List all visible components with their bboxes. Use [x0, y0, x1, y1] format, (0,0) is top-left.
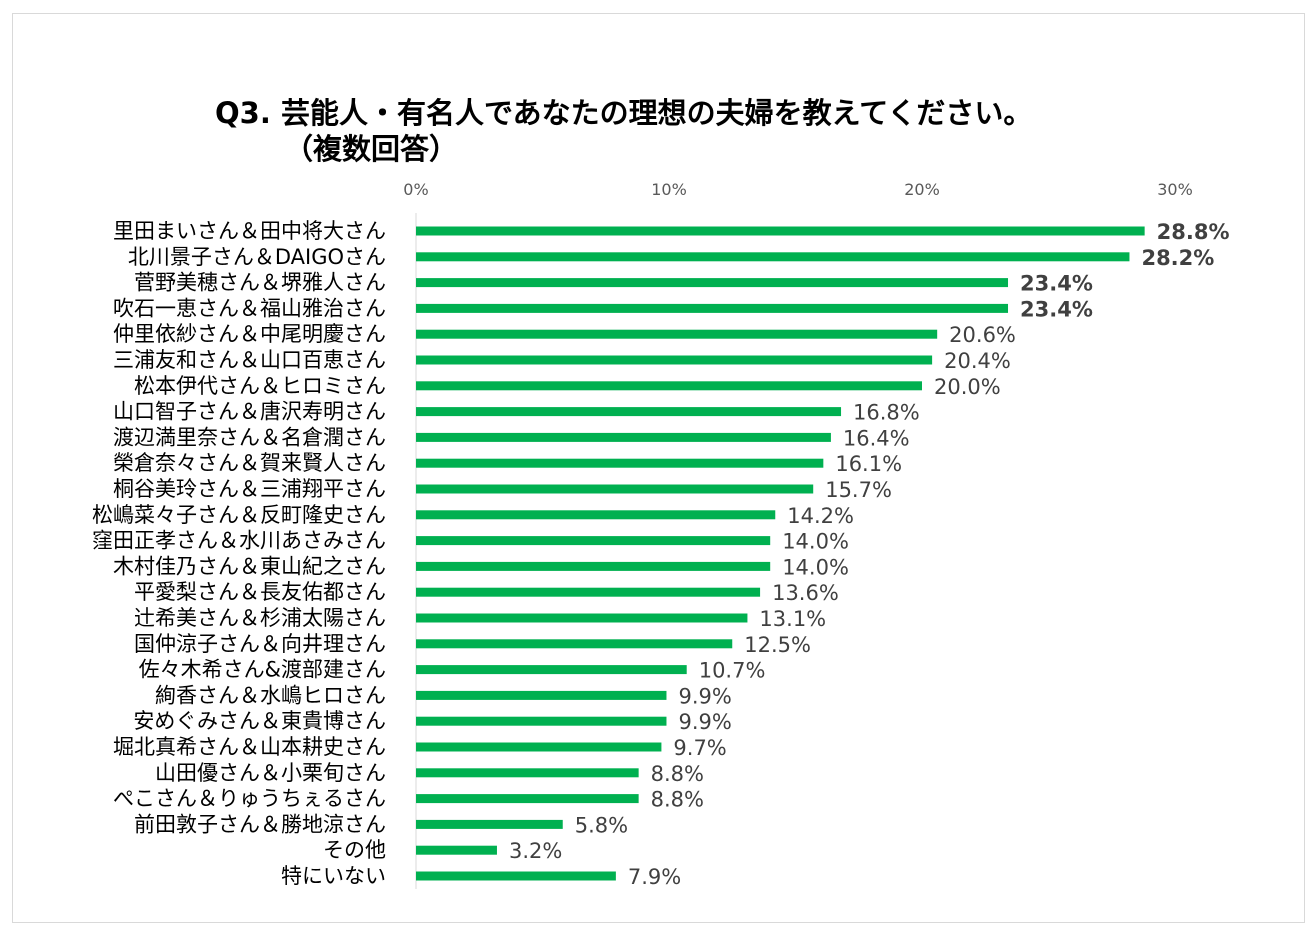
- bar: [416, 536, 771, 546]
- category-label: 国仲涼子さん＆向井理さん: [134, 632, 386, 656]
- data-label: 14.0%: [782, 530, 849, 554]
- data-label: 9.9%: [678, 710, 731, 734]
- data-label: 16.4%: [843, 426, 910, 450]
- bar: [416, 329, 938, 339]
- data-label: 13.1%: [759, 607, 826, 631]
- bar: [416, 303, 1009, 313]
- category-label: 松嶋菜々子さん＆反町隆史さん: [92, 503, 386, 527]
- bar: [416, 407, 842, 417]
- category-label: 仲里依紗さん＆中尾明慶さん: [113, 322, 386, 346]
- category-label: 松本伊代さん＆ヒロミさん: [134, 374, 386, 398]
- x-tick-label: 10%: [651, 180, 687, 199]
- data-label: 16.1%: [835, 452, 902, 476]
- data-label: 9.7%: [673, 736, 726, 760]
- data-label: 14.0%: [782, 555, 849, 579]
- data-label: 9.9%: [678, 684, 731, 708]
- bar: [416, 768, 639, 778]
- bar: [416, 561, 771, 571]
- category-label: 山田優さん＆小栗旬さん: [155, 761, 386, 785]
- data-label: 10.7%: [699, 659, 766, 683]
- bar: [416, 742, 662, 752]
- category-label: 佐々木希さん&渡部建さん: [139, 658, 386, 682]
- category-label: 木村佳乃さん＆東山紀之さん: [113, 554, 386, 578]
- data-label: 20.4%: [944, 349, 1011, 373]
- data-label: 16.8%: [853, 401, 920, 425]
- bar: [416, 819, 563, 829]
- x-tick-label: 20%: [904, 180, 940, 199]
- bar: [416, 716, 667, 726]
- category-label: 辻希美さん＆杉浦太陽さん: [134, 606, 386, 630]
- category-label: 菅野美穂さん＆堺雅人さん: [134, 271, 386, 295]
- data-label: 15.7%: [825, 478, 892, 502]
- category-label: 三浦友和さん＆山口百恵さん: [113, 348, 386, 372]
- bar: [416, 252, 1130, 262]
- bar: [416, 458, 824, 468]
- bar: [416, 510, 776, 520]
- data-label: 8.8%: [651, 762, 704, 786]
- category-label: 安めぐみさん＆東貴博さん: [133, 709, 386, 733]
- bar: [416, 587, 761, 597]
- category-label: 吹石一恵さん＆福山雅治さん: [113, 296, 386, 320]
- category-label: 前田敦子さん＆勝地涼さん: [134, 812, 386, 836]
- data-label: 28.2%: [1141, 246, 1214, 270]
- bar: [416, 613, 748, 623]
- bar: [416, 871, 616, 881]
- category-label: 里田まいさん＆田中将大さん: [113, 219, 386, 243]
- chart-title: Q3. 芸能人・有名人であなたの理想の夫婦を教えてください。: [215, 96, 1033, 130]
- data-label: 13.6%: [772, 581, 839, 605]
- bar: [416, 381, 922, 391]
- bar: [416, 432, 831, 442]
- data-label: 7.9%: [628, 865, 681, 889]
- data-label: 23.4%: [1020, 272, 1093, 296]
- category-label: その他: [323, 838, 386, 862]
- chart-subtitle: （複数回答）: [284, 132, 459, 166]
- data-label: 3.2%: [509, 839, 562, 863]
- bar: [416, 794, 639, 804]
- category-label: 絢香さん＆水嶋ヒロさん: [155, 683, 386, 707]
- category-label: 渡辺満里奈さん＆名倉潤さん: [113, 425, 386, 449]
- bar: [416, 278, 1009, 288]
- category-label: 窪田正孝さん＆水川あさみさん: [92, 529, 386, 553]
- x-tick-label: 30%: [1157, 180, 1193, 199]
- category-label: 山口智子さん＆唐沢寿明さん: [113, 400, 386, 424]
- data-label: 28.8%: [1157, 220, 1230, 244]
- category-label: 平愛梨さん＆長友佑都さん: [134, 580, 386, 604]
- bar: [416, 690, 667, 700]
- bar: [416, 484, 814, 494]
- data-label: 20.0%: [934, 375, 1001, 399]
- category-label: 堀北真希さん＆山本耕史さん: [113, 735, 386, 759]
- x-tick-label: 0%: [403, 180, 428, 199]
- data-label: 12.5%: [744, 633, 811, 657]
- category-label: 北川景子さん＆DAIGOさん: [128, 245, 386, 269]
- chart-frame: [12, 13, 1305, 923]
- bar: [416, 639, 733, 649]
- bar: [416, 355, 933, 365]
- bar: [416, 226, 1145, 236]
- data-label: 8.8%: [651, 788, 704, 812]
- data-label: 23.4%: [1020, 297, 1093, 321]
- category-label: ぺこさん＆りゅうちぇるさん: [113, 787, 386, 811]
- data-label: 20.6%: [949, 323, 1016, 347]
- data-label: 5.8%: [575, 813, 628, 837]
- category-label: 桐谷美玲さん＆三浦翔平さん: [113, 477, 386, 501]
- bar: [416, 665, 687, 675]
- data-label: 14.2%: [787, 504, 854, 528]
- bar: [416, 845, 497, 855]
- category-label: 榮倉奈々さん＆賀来賢人さん: [113, 451, 386, 475]
- category-label: 特にいない: [281, 864, 386, 888]
